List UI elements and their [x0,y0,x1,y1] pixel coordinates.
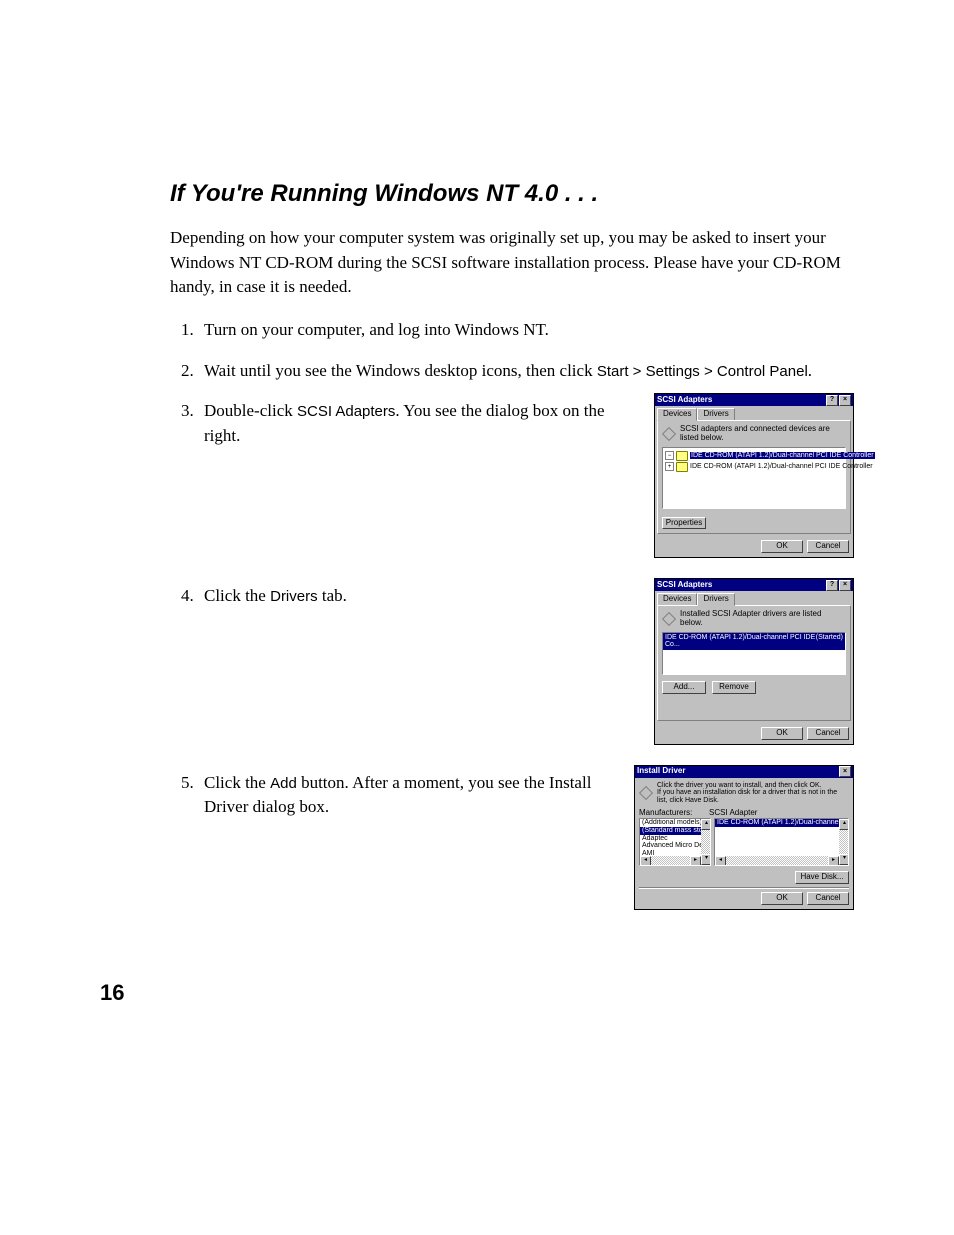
expand-icon[interactable]: + [665,462,674,471]
tab-devices[interactable]: Devices [657,593,697,605]
ui-term-scsi-adapters: SCSI Adapters [297,403,395,420]
tab-drivers[interactable]: Drivers [697,408,734,420]
scroll-down-icon[interactable]: ▾ [701,854,711,865]
step-5-text-a: Click the [204,773,270,792]
dialog2-title: SCSI Adapters [657,581,825,590]
cancel-button[interactable]: Cancel [807,540,849,553]
mfr-item[interactable]: Advanced Micro Devices ( [640,842,710,850]
dialog1-info-text: SCSI adapters and connected devices are … [680,425,846,443]
scsi-adapters-drivers-dialog: SCSI Adapters ? × Devices Drivers Instal… [654,578,854,744]
step-3: Double-click SCSI Adapters. You see the … [198,399,854,558]
ok-button[interactable]: OK [761,727,803,740]
properties-button[interactable]: Properties [662,517,706,530]
driver-status: (Started) [816,634,843,649]
manufacturers-label: Manufacturers: [639,809,709,818]
close-button[interactable]: × [839,766,851,777]
dialog2-titlebar: SCSI Adapters ? × [655,579,853,591]
help-button[interactable]: ? [826,395,838,406]
mfr-item[interactable]: (Additional models) [640,819,710,827]
step-2-text-a: Wait until you see the Windows desktop i… [204,361,597,380]
adapter-listbox[interactable]: IDE CD-ROM (ATAPI 1.2)/Dual-channel PCI … [714,818,849,866]
scsi-adapter-label: SCSI Adapter [709,809,757,818]
ui-term-drivers: Drivers [270,588,318,605]
mfr-item-selected[interactable]: (Standard mass storage co [640,827,710,835]
dialog2-info-text: Installed SCSI Adapter drivers are liste… [680,610,846,628]
driver-icon [639,786,653,800]
scroll-down-icon[interactable]: ▾ [839,854,849,865]
section-heading: If You're Running Windows NT 4.0 . . . [170,180,854,208]
collapse-icon[interactable]: − [665,451,674,460]
have-disk-button[interactable]: Have Disk... [795,871,849,884]
horizontal-scrollbar[interactable]: ◂ ▸ [715,856,839,865]
ok-button[interactable]: OK [761,892,803,905]
step-5: Click the Add button. After a moment, yo… [198,771,854,910]
scroll-up-icon[interactable]: ▴ [839,819,849,830]
dialog3-title: Install Driver [637,767,838,776]
dialog1-title: SCSI Adapters [657,396,825,405]
step-2-text-c: . [808,361,812,380]
step-3-text-a: Double-click [204,401,297,420]
step-2: Wait until you see the Windows desktop i… [198,359,854,384]
dialog3-info-text: Click the driver you want to install, an… [657,782,849,805]
tab-drivers[interactable]: Drivers [697,593,734,606]
scsi-icon [662,427,676,441]
mfr-item[interactable]: Adaptec [640,835,710,843]
adapter-item-selected[interactable]: IDE CD-ROM (ATAPI 1.2)/Dual-channel PCI … [715,819,839,827]
close-button[interactable]: × [839,580,851,591]
scroll-left-icon[interactable]: ◂ [640,856,651,866]
step-4-text-a: Click the [204,586,270,605]
cancel-button[interactable]: Cancel [807,727,849,740]
page-number: 16 [100,980,854,1006]
cancel-button[interactable]: Cancel [807,892,849,905]
vertical-scrollbar[interactable]: ▴ ▾ [839,819,848,865]
horizontal-scrollbar[interactable]: ◂ ▸ [640,856,701,865]
dialog1-titlebar: SCSI Adapters ? × [655,394,853,406]
driver-list-item[interactable]: IDE CD-ROM (ATAPI 1.2)/Dual-channel PCI … [663,633,845,650]
intro-paragraph: Depending on how your computer system wa… [170,226,854,300]
step-1: Turn on your computer, and log into Wind… [198,318,854,343]
tree-item-2[interactable]: + IDE CD-ROM (ATAPI 1.2)/Dual-channel PC… [665,462,843,472]
scroll-right-icon[interactable]: ▸ [690,856,701,866]
controller-icon [676,451,688,461]
ok-button[interactable]: OK [761,540,803,553]
ui-path-start-settings: Start > Settings > Control Panel [597,363,808,380]
scroll-right-icon[interactable]: ▸ [828,856,839,866]
step-4: Click the Drivers tab. SCSI Adapters ? ×… [198,584,854,744]
manufacturers-listbox[interactable]: (Additional models) (Standard mass stora… [639,818,711,866]
add-button[interactable]: Add... [662,681,706,694]
dialog3-titlebar: Install Driver × [635,766,853,778]
scsi-adapters-devices-dialog: SCSI Adapters ? × Devices Drivers SCSI a… [654,393,854,558]
vertical-scrollbar[interactable]: ▴ ▾ [701,819,710,865]
controller-icon [676,462,688,472]
tree-item-1-label: IDE CD-ROM (ATAPI 1.2)/Dual-channel PCI … [690,452,875,460]
driver-name: IDE CD-ROM (ATAPI 1.2)/Dual-channel PCI … [665,634,816,649]
scroll-up-icon[interactable]: ▴ [701,819,711,830]
scsi-icon [662,612,676,626]
install-driver-dialog: Install Driver × Click the driver you wa… [634,765,854,910]
tree-item-2-label: IDE CD-ROM (ATAPI 1.2)/Dual-channel PCI … [690,463,873,471]
ui-term-add: Add [270,775,297,792]
tree-item-1[interactable]: − IDE CD-ROM (ATAPI 1.2)/Dual-channel PC… [665,451,843,461]
close-button[interactable]: × [839,395,851,406]
remove-button[interactable]: Remove [712,681,756,694]
help-button[interactable]: ? [826,580,838,591]
step-4-text-c: tab. [318,586,347,605]
scroll-left-icon[interactable]: ◂ [715,856,726,866]
tab-devices[interactable]: Devices [657,408,697,421]
